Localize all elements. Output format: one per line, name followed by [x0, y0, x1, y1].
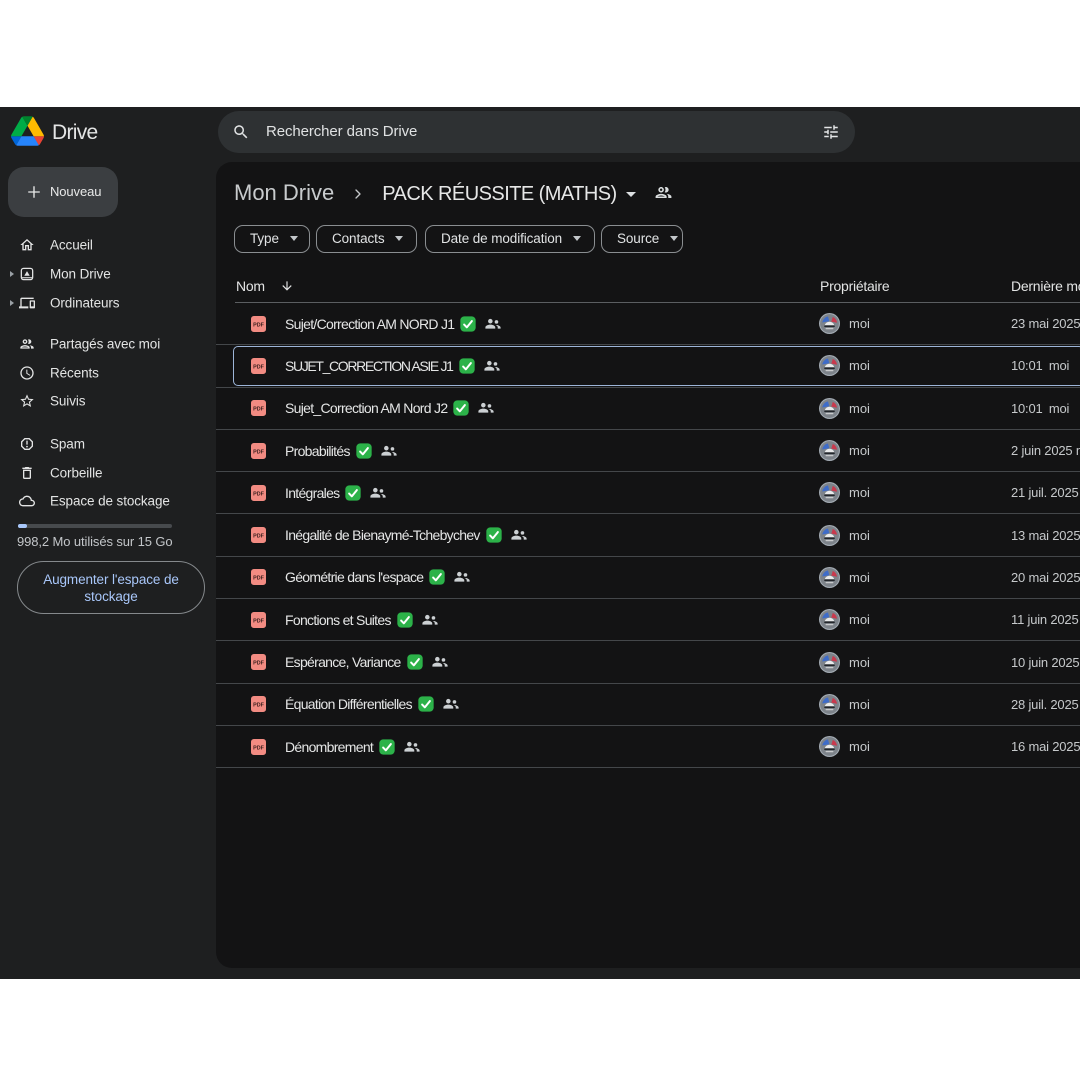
- svg-text:PDF: PDF: [253, 534, 264, 540]
- svg-text:PDF: PDF: [253, 365, 264, 371]
- svg-text:PDF: PDF: [253, 449, 264, 455]
- svg-text:PDF: PDF: [253, 661, 264, 667]
- svg-text:PDF: PDF: [253, 703, 264, 709]
- svg-text:PDF: PDF: [253, 618, 264, 624]
- svg-text:PDF: PDF: [253, 407, 264, 413]
- svg-text:PDF: PDF: [253, 745, 264, 751]
- svg-text:PDF: PDF: [253, 576, 264, 582]
- svg-text:PDF: PDF: [253, 491, 264, 497]
- svg-text:PDF: PDF: [253, 322, 264, 328]
